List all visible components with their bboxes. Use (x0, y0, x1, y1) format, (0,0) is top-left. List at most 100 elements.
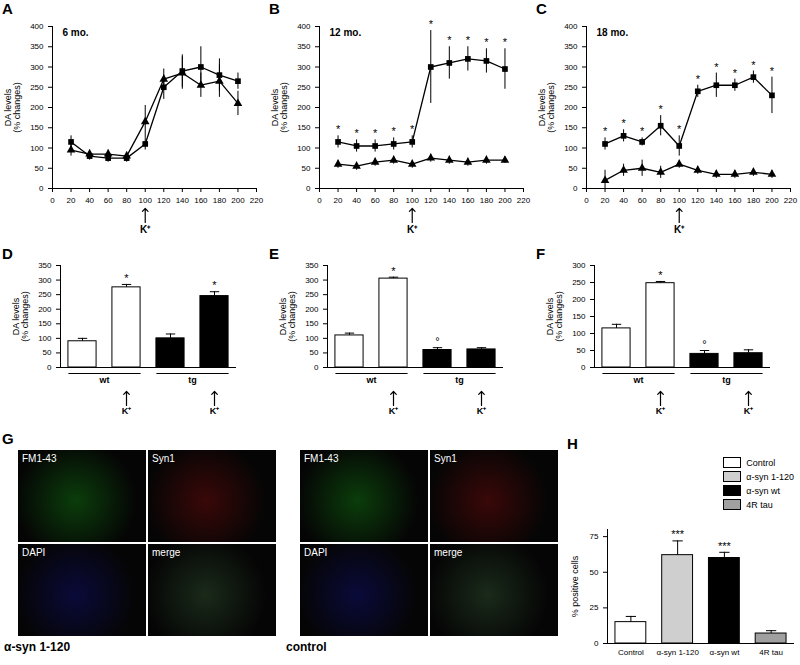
svg-text:12 mo.: 12 mo. (330, 27, 362, 38)
svg-text:100: 100 (305, 334, 319, 343)
svg-text:*: * (354, 127, 359, 139)
svg-text:***: *** (671, 528, 685, 540)
svg-text:250: 250 (38, 290, 52, 299)
svg-text:K⁺: K⁺ (674, 224, 685, 235)
svg-text:50: 50 (302, 164, 311, 173)
svg-text:400: 400 (30, 22, 44, 31)
svg-text:α-syn 1-120: α-syn 1-120 (656, 648, 699, 657)
svg-text:*: * (658, 269, 663, 281)
svg-text:***: *** (718, 540, 732, 552)
svg-text:200: 200 (231, 196, 245, 205)
svg-text:50: 50 (577, 346, 586, 355)
svg-text:100: 100 (30, 144, 44, 153)
svg-text:*: * (621, 117, 626, 129)
svg-text:*: * (410, 123, 415, 135)
svg-text:DA levels(% changes): DA levels(% changes) (278, 291, 297, 342)
svg-text:40: 40 (85, 196, 94, 205)
svg-text:80: 80 (389, 196, 398, 205)
svg-text:*: * (714, 61, 719, 73)
svg-text:0: 0 (306, 184, 311, 193)
svg-text:*: * (392, 125, 397, 137)
svg-text:200: 200 (498, 196, 512, 205)
svg-text:120: 120 (424, 196, 438, 205)
svg-text:200: 200 (297, 103, 311, 112)
svg-text:100: 100 (572, 329, 586, 338)
svg-text:100: 100 (38, 334, 52, 343)
svg-text:*: * (484, 36, 489, 48)
svg-text:*: * (373, 127, 378, 139)
svg-text:80: 80 (122, 196, 131, 205)
svg-text:100: 100 (673, 196, 687, 205)
svg-text:160: 160 (194, 196, 208, 205)
svg-text:75: 75 (590, 532, 599, 541)
svg-text:20: 20 (334, 196, 343, 205)
svg-text:60: 60 (638, 196, 647, 205)
svg-text:350: 350 (305, 261, 319, 270)
svg-text:K⁺: K⁺ (389, 406, 399, 416)
svg-text:*: * (447, 34, 452, 46)
svg-text:250: 250 (305, 290, 319, 299)
svg-text:300: 300 (30, 63, 44, 72)
svg-text:200: 200 (564, 103, 578, 112)
svg-text:200: 200 (765, 196, 779, 205)
svg-text:wt: wt (633, 375, 644, 385)
svg-text:*: * (124, 272, 129, 284)
svg-text:*: * (733, 67, 738, 79)
svg-text:150: 150 (564, 123, 578, 132)
svg-text:60: 60 (104, 196, 113, 205)
svg-text:tg: tg (722, 375, 731, 385)
svg-text:250: 250 (30, 83, 44, 92)
svg-text:0: 0 (314, 363, 319, 372)
svg-text:180: 180 (480, 196, 494, 205)
svg-text:*: * (770, 65, 775, 77)
svg-text:250: 250 (297, 83, 311, 92)
svg-text:°: ° (702, 338, 706, 350)
svg-text:140: 140 (176, 196, 190, 205)
svg-text:DA levels(% changes): DA levels(% changes) (3, 82, 22, 133)
svg-text:DA levels(% changes): DA levels(% changes) (270, 82, 289, 133)
svg-text:120: 120 (691, 196, 705, 205)
svg-text:300: 300 (564, 63, 578, 72)
svg-text:% positive cells: % positive cells (570, 555, 580, 617)
svg-text:DA levels(% changes): DA levels(% changes) (537, 82, 556, 133)
svg-text:160: 160 (728, 196, 742, 205)
svg-text:K⁺: K⁺ (656, 406, 666, 416)
svg-text:140: 140 (710, 196, 724, 205)
svg-text:40: 40 (352, 196, 361, 205)
svg-text:120: 120 (157, 196, 171, 205)
svg-text:50: 50 (590, 568, 599, 577)
svg-text:200: 200 (38, 305, 52, 314)
svg-text:20: 20 (67, 196, 76, 205)
svg-text:*: * (503, 36, 508, 48)
svg-text:*: * (751, 59, 756, 71)
svg-text:*: * (659, 103, 664, 115)
svg-text:Control: Control (618, 648, 644, 657)
svg-text:180: 180 (747, 196, 761, 205)
svg-text:350: 350 (564, 42, 578, 51)
svg-text:50: 50 (569, 164, 578, 173)
svg-text:200: 200 (30, 103, 44, 112)
svg-text:150: 150 (305, 319, 319, 328)
svg-text:50: 50 (43, 348, 52, 357)
svg-text:20: 20 (601, 196, 610, 205)
svg-text:350: 350 (38, 261, 52, 270)
svg-text:100: 100 (139, 196, 153, 205)
svg-text:tg: tg (455, 375, 464, 385)
svg-text:tg: tg (188, 375, 197, 385)
svg-text:K⁺: K⁺ (407, 224, 418, 235)
svg-text:300: 300 (38, 276, 52, 285)
svg-text:0: 0 (50, 196, 55, 205)
svg-text:100: 100 (406, 196, 420, 205)
svg-text:*: * (677, 123, 682, 135)
svg-text:*: * (603, 125, 608, 137)
svg-text:350: 350 (30, 42, 44, 51)
svg-text:*: * (212, 279, 217, 291)
svg-text:18 mo.: 18 mo. (597, 27, 629, 38)
svg-text:K⁺: K⁺ (122, 406, 132, 416)
svg-text:250: 250 (572, 278, 586, 287)
svg-text:220: 220 (517, 196, 531, 205)
svg-text:160: 160 (461, 196, 475, 205)
svg-text:40: 40 (619, 196, 628, 205)
svg-text:*: * (336, 123, 341, 135)
svg-text:0: 0 (594, 639, 599, 648)
